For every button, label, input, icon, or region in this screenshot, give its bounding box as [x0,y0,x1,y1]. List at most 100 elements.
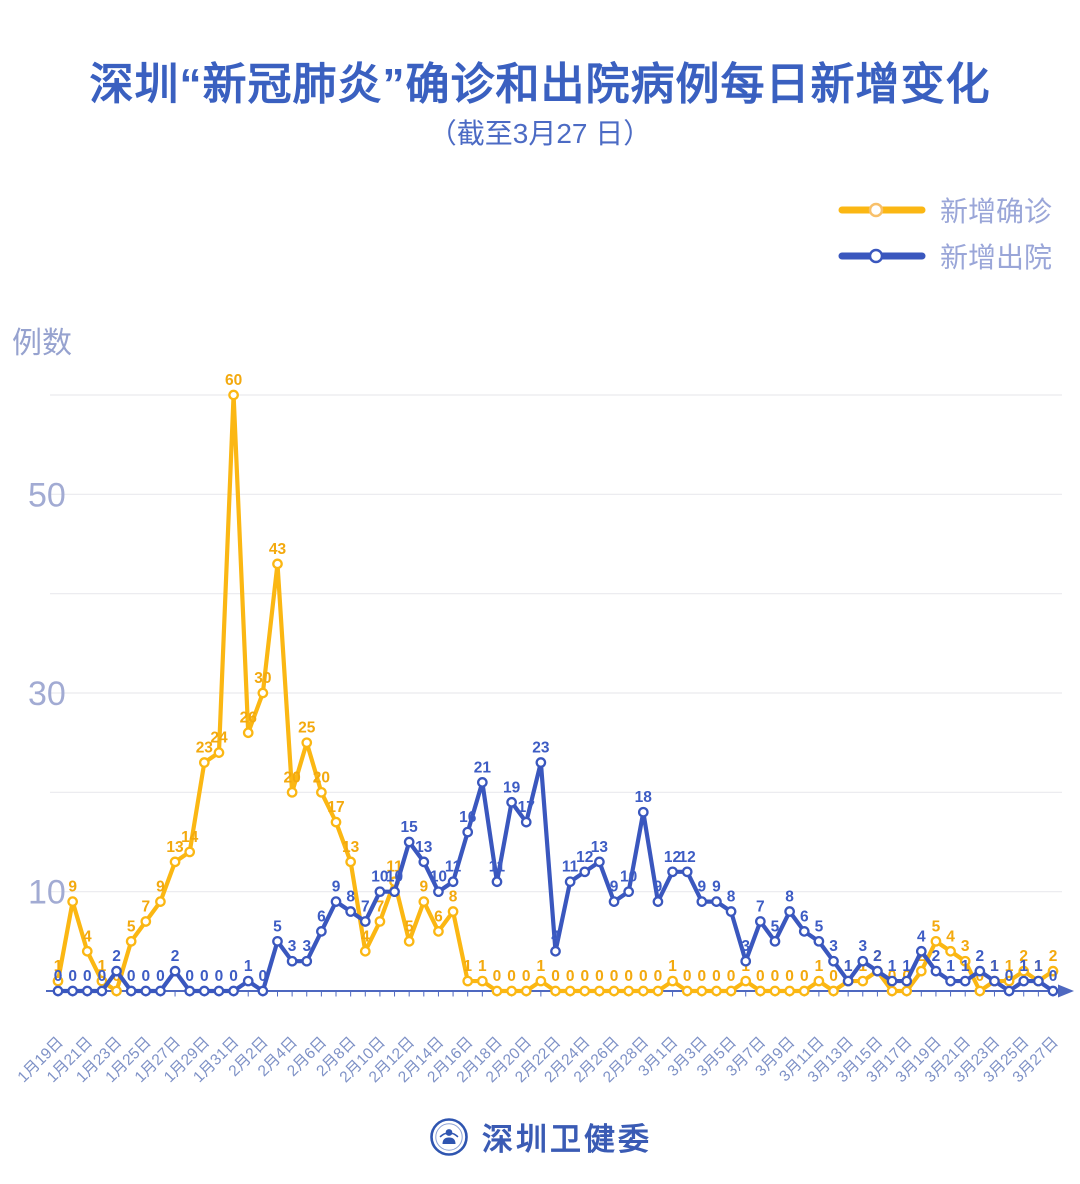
confirmed-data-point [491,985,503,997]
confirmed-data-label: 0 [654,968,663,985]
discharged-data-label: 17 [518,799,535,816]
discharged-data-label: 0 [229,968,238,985]
discharged-data-point [433,886,444,898]
confirmed-data-label: 0 [522,968,531,985]
discharged-data-label: 0 [68,968,77,985]
discharged-data-point [418,856,430,868]
confirmed-data-label: 2 [917,948,926,965]
confirmed-data-label: 20 [313,769,330,786]
legend-item-discharged: 新增出院 [838,238,1052,274]
confirmed-data-point [930,935,942,947]
confirmed-data-point [623,985,635,997]
discharged-data-label: 4 [917,928,926,945]
discharged-data-label: 9 [698,879,707,896]
confirmed-data-label: 17 [327,799,344,816]
discharged-data-label: 3 [741,938,750,955]
confirmed-data-label: 5 [405,918,414,935]
confirmed-data-point [637,985,649,997]
discharged-data-label: 8 [346,889,355,906]
confirmed-data-label: 0 [683,968,692,985]
discharged-data-label: 10 [620,869,637,886]
discharged-data-label: 11 [445,859,462,876]
discharged-data-point [798,926,810,937]
confirmed-data-label: 13 [342,839,360,856]
confirmed-data-point [769,985,781,997]
confirmed-data-label: 1 [1005,958,1014,975]
confirmed-data-point [594,985,605,997]
discharged-data-point [1003,985,1015,997]
confirmed-data-point [1003,975,1015,987]
confirmed-data-label: 13 [166,839,184,856]
discharged-data-point [286,955,298,967]
confirmed-data-point [901,985,913,997]
discharged-data-label: 0 [1049,968,1058,985]
confirmed-data-label: 25 [298,720,316,737]
confirmed-data-point [711,985,722,997]
confirmed-data-label: 60 [225,372,242,389]
confirmed-data-point [198,757,210,768]
confirmed-data-point [476,975,488,987]
confirmed-data-point [242,727,254,739]
discharged-data-label: 16 [459,809,477,826]
confirmed-data-point [520,985,532,997]
confirmed-data-label: 4 [361,928,370,945]
confirmed-data-point [111,985,122,997]
y-tick-label: 30 [28,675,66,713]
footer-org-name: 深圳卫健委 [482,1122,652,1157]
confirmed-data-label: 1 [815,958,824,975]
discharged-data-label: 1 [1034,958,1043,975]
discharged-data-point [842,975,854,987]
discharged-data-point [755,916,766,927]
page-subtitle: （截至3月27 日） [428,118,652,149]
discharged-data-point [652,896,664,907]
discharged-data-label: 1 [1019,958,1028,975]
discharged-data-label: 1 [961,958,970,975]
confirmed-data-point [915,965,927,977]
discharged-data-label: 8 [727,889,736,906]
legend: 新增确诊 新增出院 [838,192,1052,274]
confirmed-data-label: 7 [141,898,150,915]
confirmed-data-point [1018,965,1030,977]
y-tick-label: 50 [28,476,66,514]
confirmed-data-label: 1 [668,958,677,975]
confirmed-data-point [433,926,444,937]
legend-label-discharged: 新增出院 [939,242,1052,273]
discharged-data-point [272,935,283,947]
confirmed-data-label: 0 [624,968,633,985]
discharged-data-label: 13 [415,839,433,856]
confirmed-data-label: 2 [1019,948,1028,965]
discharged-series-line [55,760,1056,994]
discharged-data-point [886,975,898,987]
confirmed-data-label: 0 [639,968,648,985]
discharged-data-label: 5 [273,918,282,935]
discharged-data-label: 0 [185,968,194,985]
confirmed-data-label: 2 [1049,948,1058,965]
discharged-data-label: 5 [815,918,824,935]
discharged-data-label: 2 [873,948,882,965]
discharged-data-label: 19 [503,779,521,796]
confirmed-data-point [316,786,327,798]
confirmed-data-point [725,985,737,997]
page-title: 深圳“新冠肺炎”确诊和出院病例每日新增变化 [89,60,991,109]
discharged-data-point [813,935,825,947]
discharged-data-label: 23 [532,740,550,757]
discharged-data-label: 18 [635,789,653,806]
chart-canvas: 1030501月19日1月21日1月23日1月25日1月27日1月29日1月31… [15,372,1074,1086]
discharged-data-label: 2 [171,948,180,965]
discharged-data-label: 21 [474,759,492,776]
confirmed-data-point [828,985,839,997]
confirmed-data-label: 20 [283,769,300,786]
discharged-data-point [359,916,371,927]
confirmed-data-point [81,945,93,957]
confirmed-data-point [1047,965,1059,977]
confirmed-data-point [140,916,152,927]
confirmed-data-label: 5 [127,918,136,935]
confirmed-data-label: 0 [698,968,707,985]
discharged-data-label: 7 [756,898,765,915]
discharged-data-label: 2 [976,948,985,965]
confirmed-data-point [301,737,313,749]
confirmed-data-label: 0 [610,968,619,985]
discharged-data-point [623,886,635,898]
confirmed-data-label: 24 [210,730,228,747]
discharged-data-point [345,906,356,917]
